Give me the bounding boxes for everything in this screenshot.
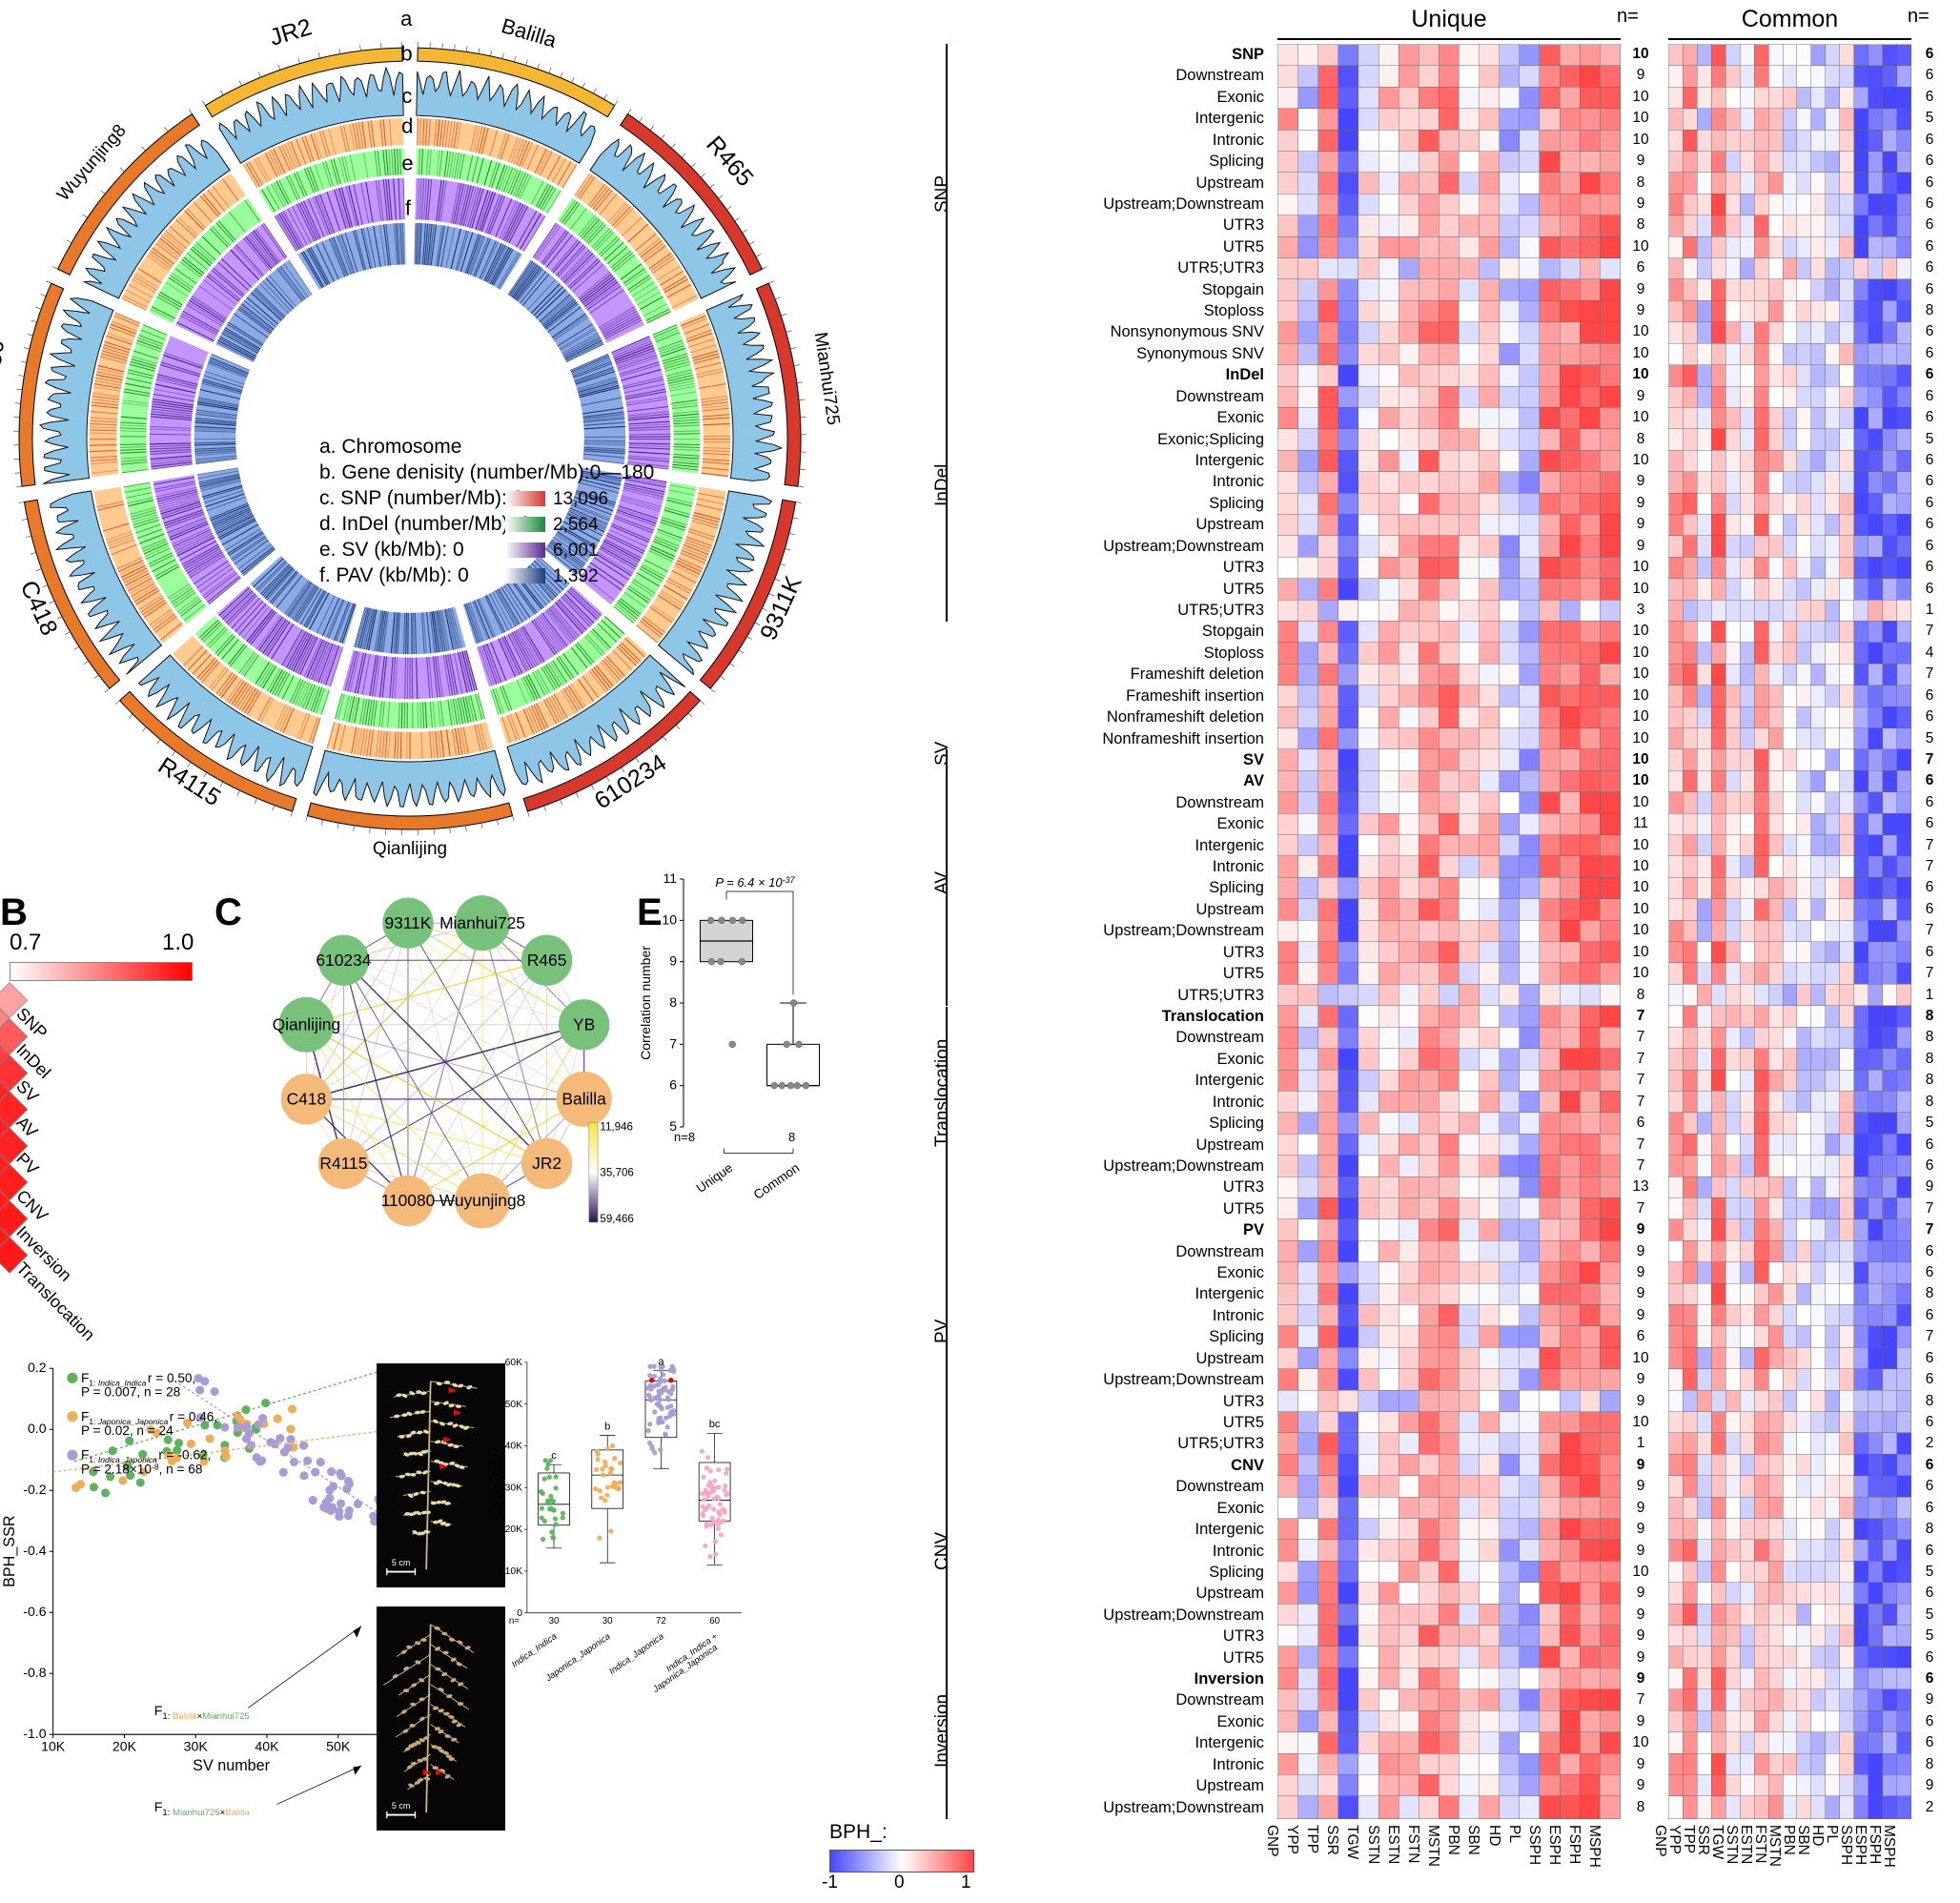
svg-text:e. SV (kb/Mb): 0: e. SV (kb/Mb): 0 — [319, 539, 464, 561]
svg-text:60: 60 — [709, 1616, 720, 1627]
svg-text:R465: R465 — [527, 951, 567, 970]
svg-text:Qianlijing: Qianlijing — [273, 1015, 341, 1034]
svg-text:1,392: 1,392 — [553, 566, 599, 586]
svg-text:YB: YB — [573, 1015, 595, 1034]
svg-text:e: e — [401, 152, 413, 175]
svg-text:30K: 30K — [184, 1738, 209, 1753]
svg-text:10K: 10K — [505, 1566, 523, 1577]
svg-text:Balilla: Balilla — [561, 1090, 606, 1109]
svg-text:11: 11 — [663, 870, 677, 886]
svg-text:P = 6.4 × 10-37: P = 6.4 × 10-37 — [715, 875, 795, 890]
svg-text:P = 0.007, n = 28: P = 0.007, n = 28 — [81, 1385, 180, 1400]
svg-text:bc: bc — [709, 1419, 721, 1430]
svg-text:Common: Common — [751, 1160, 802, 1202]
svg-text:10K: 10K — [41, 1738, 66, 1753]
svg-text:13,096: 13,096 — [553, 489, 608, 509]
svg-text:610234: 610234 — [316, 951, 371, 970]
svg-text:9: 9 — [669, 953, 677, 969]
svg-text:n=: n= — [509, 1616, 520, 1627]
svg-text:10: 10 — [662, 911, 677, 927]
svg-text:6: 6 — [669, 1077, 677, 1093]
svg-text:Indica_Indica: Indica_Indica — [510, 1631, 559, 1669]
svg-text:9311K: 9311K — [384, 913, 431, 932]
svg-text:b. Gene denisity (number/Mb):0: b. Gene denisity (number/Mb):0—180 — [319, 461, 654, 483]
svg-text:11,946: 11,946 — [600, 1121, 633, 1134]
svg-text:35,706: 35,706 — [600, 1166, 633, 1178]
svg-text:2,564: 2,564 — [553, 515, 599, 535]
svg-text:Number of SV: Number of SV — [492, 1454, 503, 1521]
svg-text:b: b — [400, 42, 412, 66]
svg-text:c: c — [401, 84, 412, 108]
svg-text:d: d — [401, 114, 413, 138]
svg-text:40K: 40K — [505, 1442, 523, 1452]
svg-text:a: a — [400, 7, 413, 31]
svg-text:Unique: Unique — [694, 1160, 736, 1196]
svg-text:30: 30 — [549, 1616, 560, 1627]
svg-text:Indica_Japonica: Indica_Japonica — [607, 1631, 665, 1676]
svg-text:R465: R465 — [701, 132, 758, 193]
svg-text:0.2: 0.2 — [28, 1360, 47, 1375]
svg-text:50K: 50K — [505, 1400, 523, 1410]
svg-text:SV number: SV number — [193, 1757, 270, 1774]
svg-text:a: a — [658, 1356, 664, 1367]
svg-text:b: b — [604, 1421, 610, 1432]
svg-text:BPH_SSR: BPH_SSR — [1, 1515, 18, 1586]
svg-text:30K: 30K — [505, 1483, 523, 1493]
svg-text:f: f — [405, 196, 412, 220]
svg-text:6,001: 6,001 — [553, 541, 599, 561]
svg-text:F1: Balilla×Mianhui725: F1: Balilla×Mianhui725 — [154, 1703, 250, 1722]
svg-text:20K: 20K — [505, 1524, 523, 1535]
svg-text:20K: 20K — [112, 1738, 137, 1753]
svg-text:7: 7 — [669, 1035, 677, 1051]
svg-text:-0.6: -0.6 — [23, 1604, 46, 1619]
svg-text:Wuyunjing8: Wuyunjing8 — [439, 1191, 526, 1210]
svg-text:C418: C418 — [287, 1090, 327, 1109]
svg-text:30: 30 — [602, 1616, 613, 1627]
svg-text:59,466: 59,466 — [600, 1213, 633, 1225]
svg-text:c. SNP (number/Mb): 0: c. SNP (number/Mb): 0 — [319, 487, 523, 509]
svg-text:8: 8 — [669, 994, 677, 1010]
svg-text:60K: 60K — [505, 1358, 523, 1368]
svg-text:8: 8 — [788, 1130, 795, 1144]
svg-text:c: c — [551, 1450, 557, 1462]
svg-text:40K: 40K — [255, 1738, 279, 1753]
svg-text:F1: Mianhui725×Balilla: F1: Mianhui725×Balilla — [154, 1799, 251, 1818]
svg-text:f. PAV (kb/Mb): 0: f. PAV (kb/Mb): 0 — [319, 564, 469, 586]
svg-text:Correlation number: Correlation number — [641, 946, 653, 1060]
svg-text:110080: 110080 — [381, 1191, 436, 1210]
svg-text:P = 2.18×10-8, n = 68: P = 2.18×10-8, n = 68 — [81, 1462, 202, 1476]
svg-text:Balilla: Balilla — [499, 13, 560, 52]
svg-text:50K: 50K — [326, 1738, 351, 1753]
svg-text:0.0: 0.0 — [28, 1421, 47, 1436]
svg-text:5 cm: 5 cm — [392, 1558, 410, 1567]
svg-text:-0.2: -0.2 — [23, 1482, 46, 1497]
svg-text:R4115: R4115 — [319, 1154, 367, 1173]
svg-text:-0.8: -0.8 — [23, 1665, 46, 1680]
svg-text:JR2: JR2 — [532, 1154, 561, 1173]
svg-text:JR2: JR2 — [267, 13, 316, 51]
svg-text:d. InDel (number/Mb): 0: d. InDel (number/Mb): 0 — [319, 513, 531, 535]
svg-text:-0.4: -0.4 — [23, 1543, 46, 1558]
svg-text:72: 72 — [656, 1616, 666, 1627]
svg-text:P = 0.02, n = 24: P = 0.02, n = 24 — [81, 1423, 174, 1438]
svg-text:a. Chromosome: a. Chromosome — [319, 436, 461, 458]
svg-text:n=8: n=8 — [674, 1130, 695, 1144]
svg-text:Mianhui725: Mianhui725 — [439, 913, 525, 932]
svg-text:Japonica_Japonica: Japonica_Japonica — [650, 1643, 719, 1695]
svg-text:Qianlijing: Qianlijing — [373, 839, 447, 858]
svg-text:110080: 110080 — [0, 338, 10, 419]
svg-text:5 cm: 5 cm — [392, 1801, 410, 1811]
